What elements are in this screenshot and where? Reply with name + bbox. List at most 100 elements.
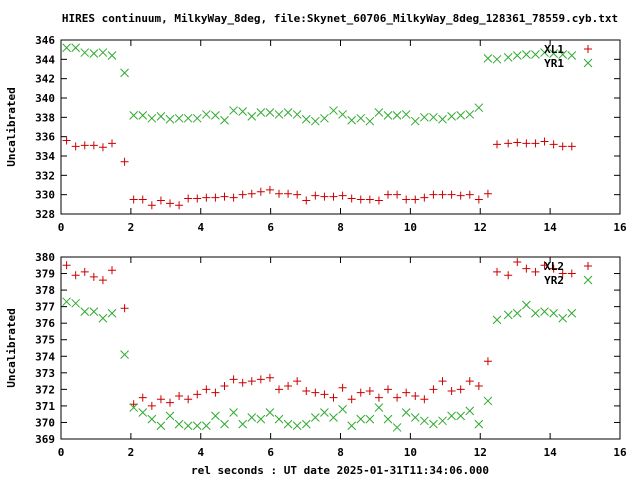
data-point (420, 193, 429, 202)
data-point (62, 43, 71, 53)
y-tick-label: 332 (35, 169, 55, 182)
data-point (274, 110, 284, 119)
legend-marker (584, 262, 592, 270)
data-point (474, 103, 484, 113)
data-point (447, 112, 456, 121)
data-point (192, 113, 202, 123)
y-tick-label: 370 (35, 416, 55, 429)
data-point (166, 199, 175, 208)
bottom-panel: 0 2 4 6 8 10 12 14 16 369 370 371 372 373 374 375 376 377… (5, 251, 627, 459)
data-point (247, 112, 257, 121)
data-point (329, 393, 338, 402)
data-point (420, 395, 429, 404)
data-point (71, 271, 80, 280)
data-point (493, 140, 502, 149)
data-point (567, 142, 576, 151)
data-point (183, 421, 193, 431)
data-point (465, 377, 474, 386)
data-point (98, 313, 108, 323)
data-point (229, 193, 238, 202)
data-point (265, 373, 274, 382)
data-point (540, 48, 549, 57)
data-point (265, 185, 274, 194)
data-point (438, 416, 447, 426)
data-point (447, 387, 456, 396)
data-point (401, 110, 411, 119)
data-point (513, 257, 522, 266)
data-point (419, 416, 429, 426)
data-point (456, 111, 466, 120)
data-point (392, 423, 402, 432)
x-tick-label: 16 (613, 446, 627, 459)
y-tick-label: 330 (35, 189, 55, 202)
data-point (120, 304, 129, 313)
data-point (393, 393, 402, 402)
y-tick-label: 346 (35, 34, 55, 47)
data-point (540, 307, 549, 316)
data-point (465, 110, 475, 119)
data-point (256, 108, 266, 117)
data-point (80, 307, 90, 316)
y-tick-label: 338 (35, 111, 55, 124)
data-point (220, 192, 229, 201)
data-point (483, 396, 493, 406)
data-point (156, 196, 165, 205)
legend-label: XL1 (544, 43, 564, 56)
data-point (356, 388, 365, 397)
data-point (493, 267, 502, 276)
data-point (80, 141, 89, 150)
data-point (513, 138, 522, 147)
x-tick-label: 12 (474, 221, 487, 234)
data-point (338, 191, 347, 200)
data-point (107, 51, 117, 60)
data-point (284, 189, 293, 198)
data-point (275, 385, 284, 394)
data-point (147, 401, 156, 410)
data-point (465, 406, 475, 416)
y-tick-label: 371 (35, 400, 55, 413)
y-tick-label: 379 (35, 268, 55, 281)
data-point (540, 137, 549, 146)
data-point (62, 297, 71, 307)
x-tick-label: 8 (337, 446, 344, 459)
data-point (138, 408, 148, 417)
data-point (347, 421, 357, 431)
data-point (540, 261, 549, 270)
data-point (238, 107, 248, 116)
data-point (202, 385, 211, 394)
data-point (549, 264, 558, 273)
data-point (483, 54, 493, 63)
data-point (108, 266, 117, 275)
data-point (310, 413, 320, 422)
y-tick-label: 340 (35, 92, 55, 105)
data-point (338, 110, 347, 119)
data-point (274, 414, 284, 424)
data-point (401, 408, 411, 417)
data-point (549, 140, 558, 149)
data-point (301, 114, 311, 124)
data-point (320, 113, 329, 123)
data-point (220, 115, 229, 125)
data-point (393, 190, 402, 199)
x-tick-label: 6 (267, 221, 274, 234)
data-point (531, 139, 540, 148)
data-point (166, 398, 175, 407)
series-xl2 (62, 257, 576, 410)
data-point (80, 267, 89, 276)
data-point (402, 195, 411, 204)
data-point (129, 195, 138, 204)
data-point (184, 395, 193, 404)
data-point (356, 414, 366, 424)
data-point (558, 50, 568, 59)
x-tick-label: 10 (404, 446, 417, 459)
data-point (374, 196, 383, 205)
data-point (447, 190, 456, 199)
data-point (429, 419, 438, 429)
data-point (492, 315, 502, 325)
data-point (98, 276, 107, 285)
data-point (456, 411, 466, 421)
data-point (89, 272, 98, 281)
data-point (310, 116, 320, 126)
data-point (365, 195, 374, 204)
data-point (265, 108, 275, 117)
